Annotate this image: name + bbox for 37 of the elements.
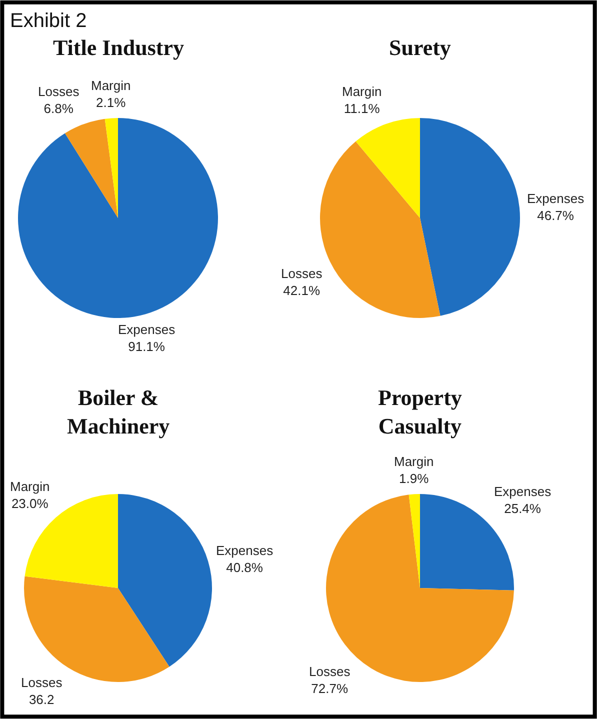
slice-label: Losses [21, 675, 63, 690]
data-label: 11.1% [344, 100, 380, 116]
data-label: 72.7% [311, 680, 348, 696]
pie-slice [118, 494, 212, 667]
slice-label: Margin [91, 78, 131, 93]
data-label: 46.7% [537, 208, 574, 223]
data-label: 1.9% [399, 470, 430, 486]
data-label: 25.4% [504, 500, 542, 516]
chart-title: Surety [389, 35, 451, 60]
slice-label: Losses [281, 266, 323, 281]
slice-label: Margin [342, 84, 382, 99]
chart-title: Property Casualty [378, 385, 462, 439]
text: Exhibit 2 [10, 10, 87, 32]
slice-label: Losses [38, 84, 80, 99]
slice-label: Expenses [216, 543, 274, 558]
pie-slice [356, 118, 420, 218]
pie-slice [64, 118, 118, 218]
data-label: 2.1% [96, 94, 126, 110]
slice-label: Margin [394, 454, 434, 469]
chart-title: Title Industry [53, 35, 184, 60]
pie-slice [18, 118, 218, 318]
data-label: 91.1% [128, 338, 166, 354]
chart-title: Boiler & Machinery [67, 385, 170, 439]
data-label: 36.2 [28, 692, 54, 707]
data-label: 42.1% [283, 282, 320, 298]
slice-label: Margin [10, 479, 50, 494]
slice-label: Losses [309, 664, 351, 679]
pie-slice [104, 118, 118, 218]
pie-slice [420, 118, 520, 316]
slice-label: Expenses [494, 484, 552, 499]
pie-slice [408, 494, 420, 588]
slice-label: Expenses [118, 322, 176, 337]
data-label: 23.0% [11, 496, 49, 511]
slice-label: Expenses [527, 191, 585, 206]
data-label: 6.8% [44, 100, 74, 116]
data-label: 40.8% [226, 560, 264, 575]
pie-slice [320, 141, 440, 318]
